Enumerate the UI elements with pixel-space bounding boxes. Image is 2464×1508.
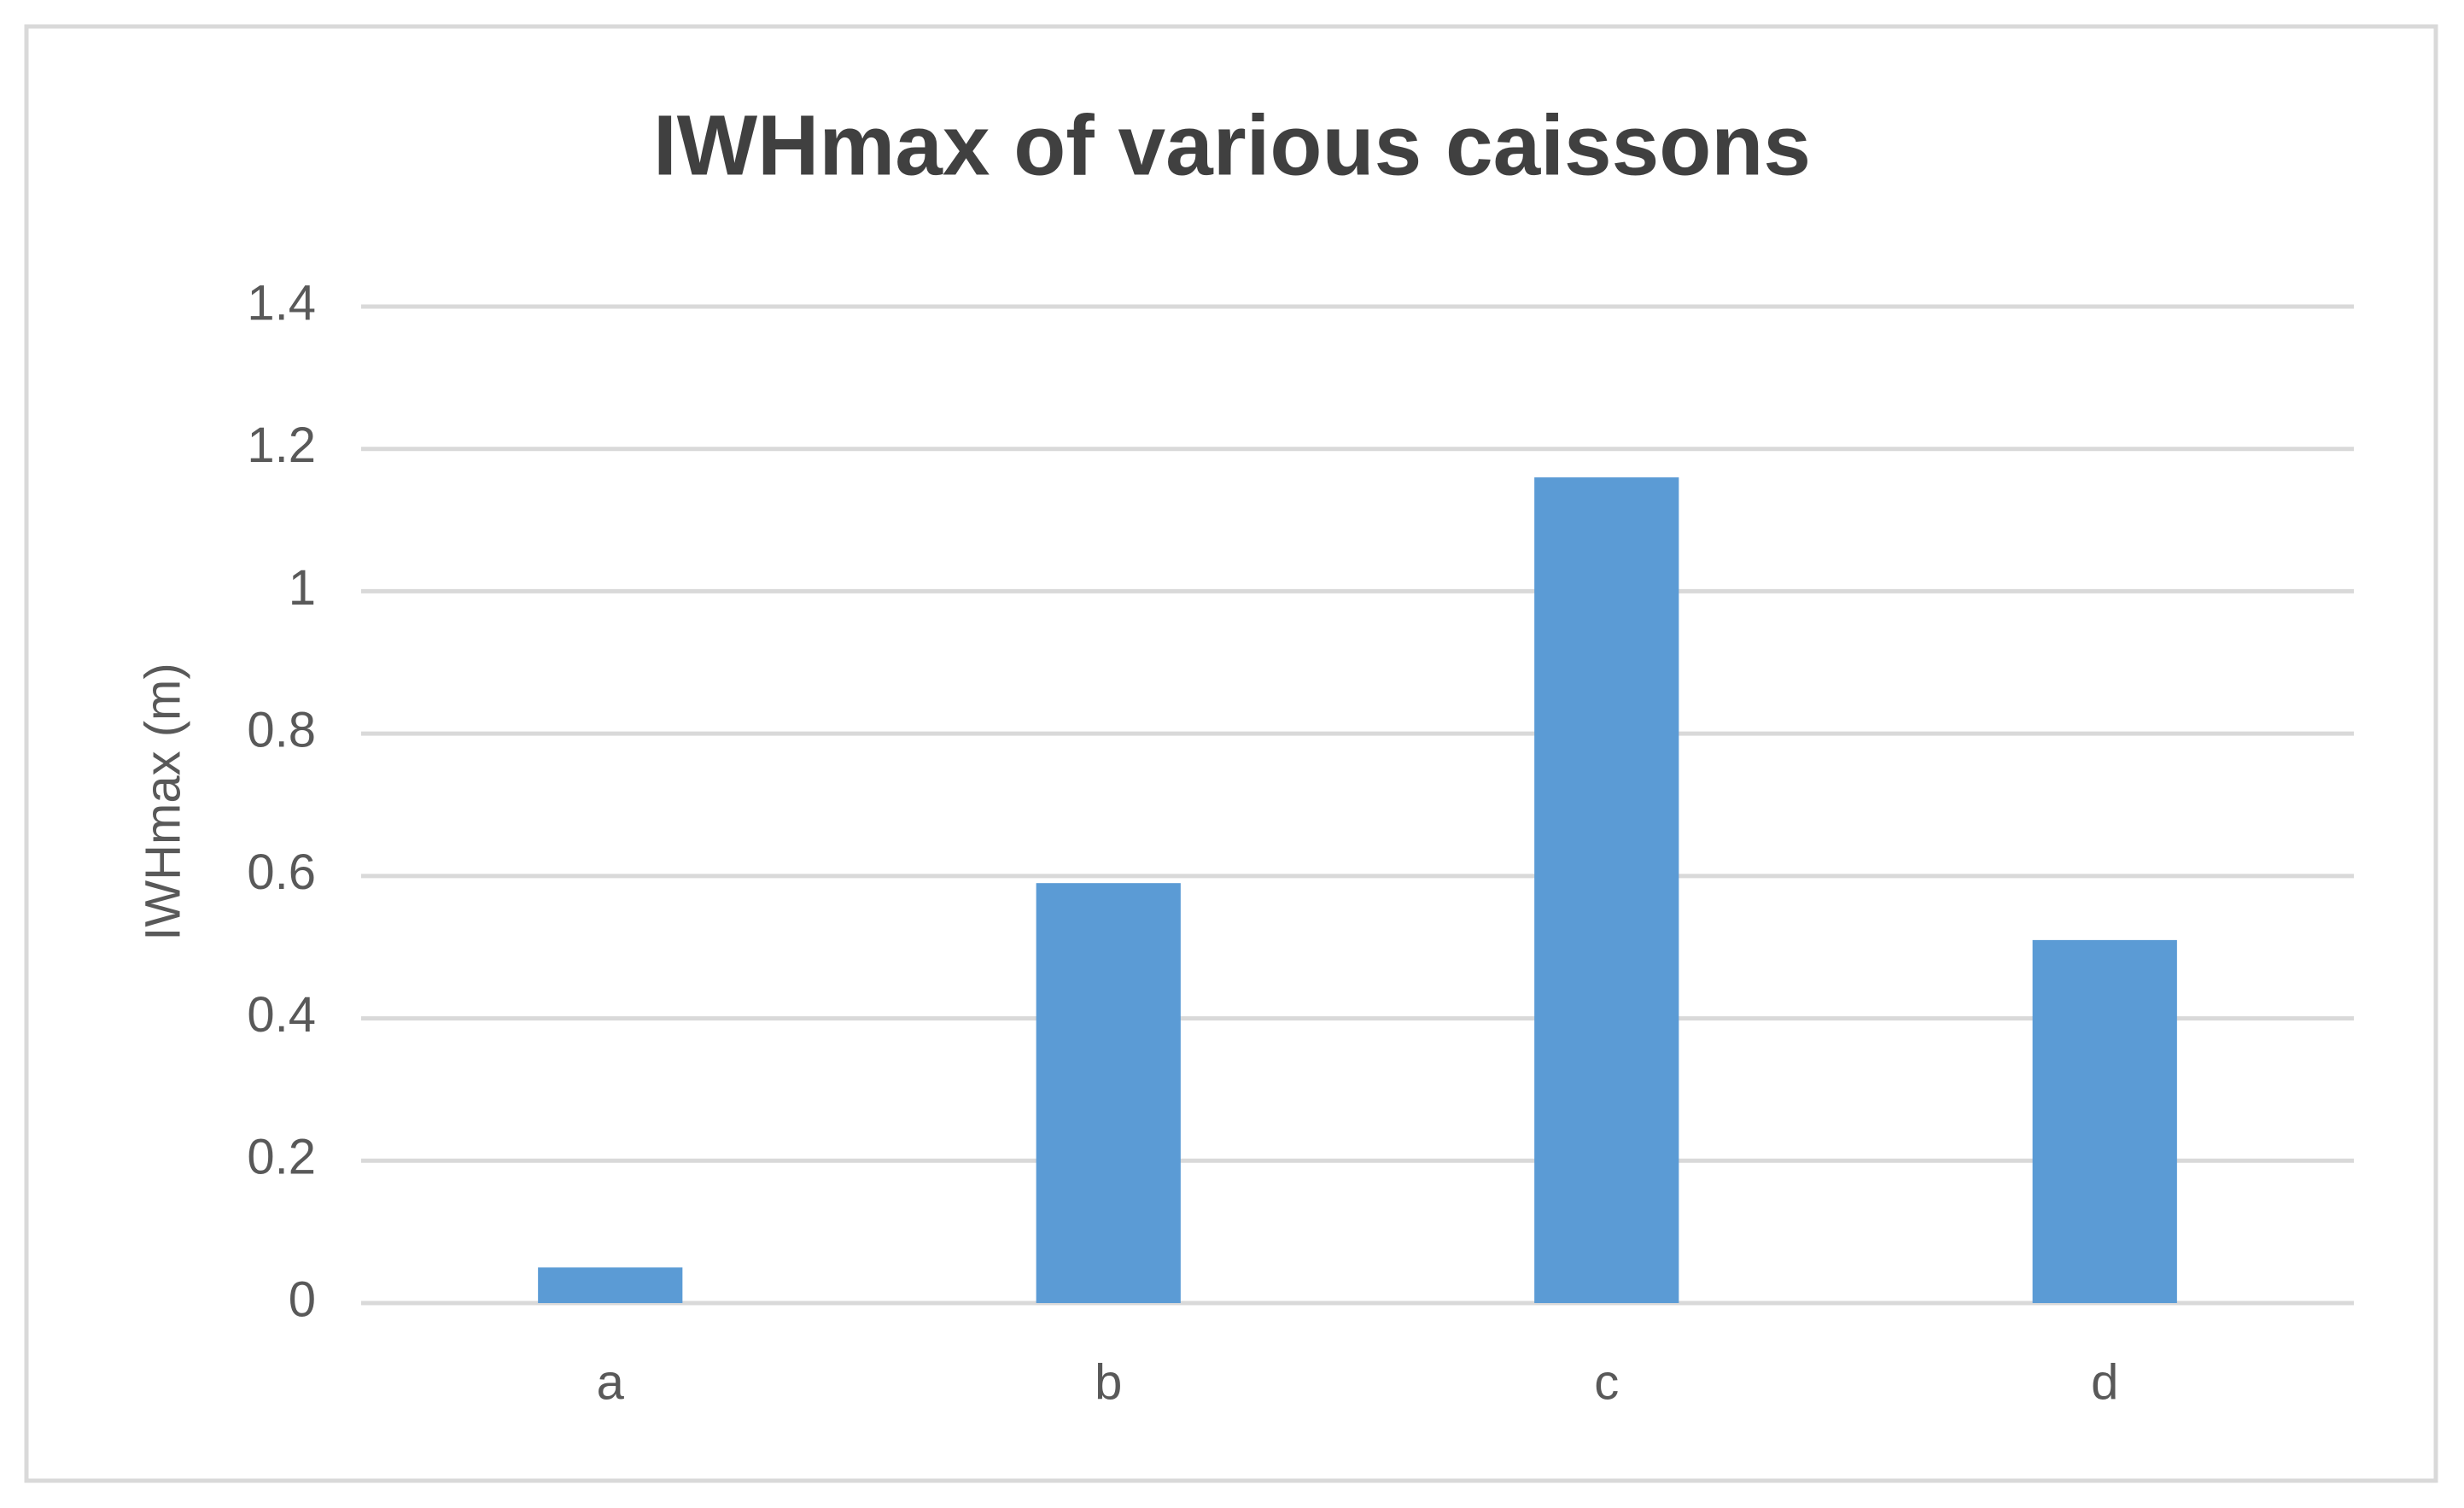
y-tick-label: 0.8: [247, 702, 316, 757]
y-tick-label: 0.4: [247, 987, 316, 1043]
x-tick-label: a: [597, 1354, 625, 1410]
y-tick-label: 1.2: [247, 418, 316, 473]
y-tick-label: 1: [289, 560, 316, 616]
y-tick-label: 1.4: [247, 275, 316, 330]
bar: [1534, 477, 1679, 1303]
y-tick-label: 0.6: [247, 845, 316, 900]
bar: [2032, 939, 2177, 1303]
x-tick-label: b: [1095, 1354, 1122, 1410]
chart-title: IWHmax of various caissons: [653, 97, 1811, 193]
x-tick-label: d: [2091, 1354, 2118, 1410]
x-tick-label: c: [1594, 1354, 1619, 1410]
y-axis-label: IWHmax (m): [135, 663, 190, 940]
bar: [1036, 883, 1181, 1303]
bar: [538, 1267, 683, 1303]
y-tick-label: 0: [289, 1271, 316, 1327]
y-tick-label: 0.2: [247, 1130, 316, 1185]
